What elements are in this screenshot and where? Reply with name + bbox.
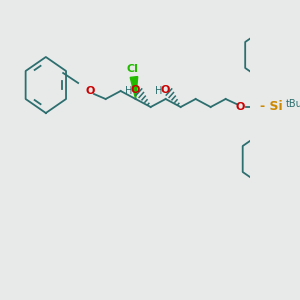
Text: O: O — [85, 86, 94, 96]
Text: O: O — [160, 85, 170, 95]
Polygon shape — [130, 76, 138, 99]
Text: H: H — [155, 86, 163, 96]
Text: Cl: Cl — [126, 64, 138, 74]
Text: tBu: tBu — [286, 99, 300, 109]
Text: O: O — [236, 102, 245, 112]
Text: H: H — [125, 86, 133, 96]
Text: O: O — [130, 85, 140, 95]
Text: - Si: - Si — [260, 100, 282, 113]
